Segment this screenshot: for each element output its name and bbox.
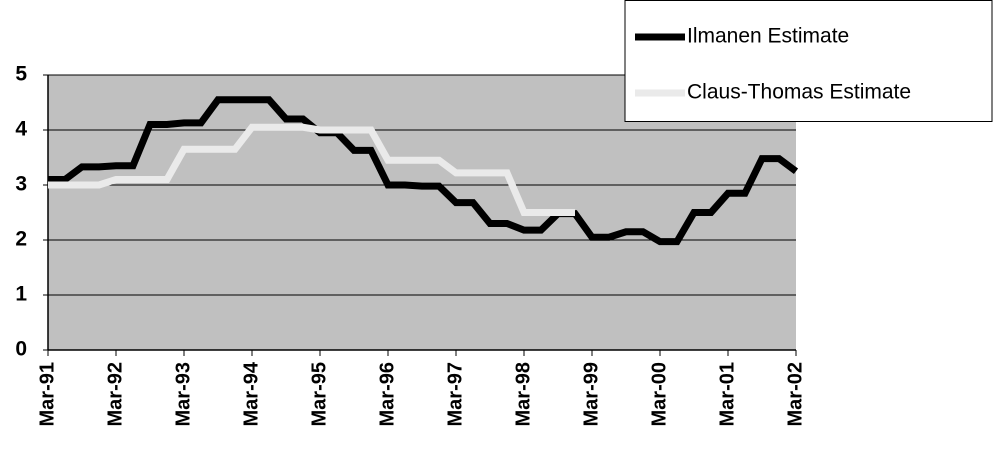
x-tick-label: Mar-02 (784, 362, 806, 426)
x-tick-label: Mar-95 (308, 362, 330, 426)
y-tick-label: 1 (15, 283, 27, 306)
legend-box (624, 0, 993, 122)
series-line (48, 123, 575, 216)
x-tick-label: Mar-99 (580, 362, 602, 426)
legend-label: Ilmanen Estimate (687, 25, 849, 48)
legend-label: Claus-Thomas Estimate (687, 81, 911, 104)
x-tick-label: Mar-96 (376, 362, 398, 426)
x-tick-label: Mar-98 (512, 362, 534, 426)
y-tick-label: 5 (15, 63, 27, 86)
y-tick-label: 2 (15, 228, 27, 251)
y-tick-label: 3 (15, 173, 27, 196)
x-tick-label: Mar-94 (240, 361, 262, 426)
x-tick-label: Mar-93 (172, 362, 194, 426)
x-tick-label: Mar-91 (36, 362, 58, 426)
x-tick-label: Mar-97 (444, 362, 466, 426)
series-line (48, 96, 799, 246)
y-tick-label: 4 (15, 118, 27, 141)
x-tick-label: Mar-92 (104, 362, 126, 426)
x-tick-label: Mar-01 (716, 362, 738, 426)
x-tick-label: Mar-00 (648, 362, 670, 426)
y-tick-label: 0 (15, 338, 27, 361)
